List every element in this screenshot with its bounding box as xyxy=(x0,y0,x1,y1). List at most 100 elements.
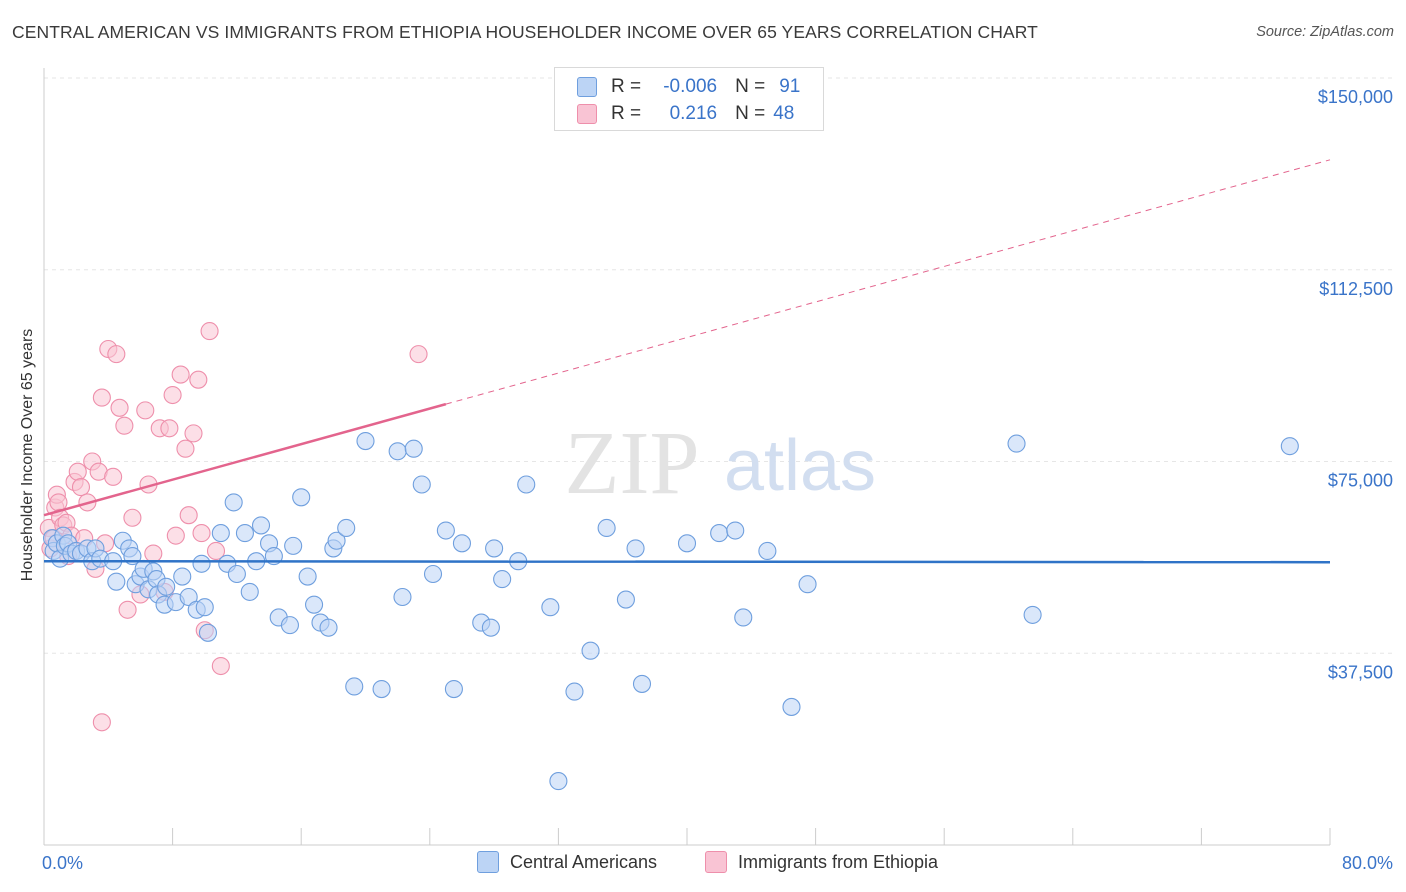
data-point-central-american xyxy=(404,439,423,458)
data-point-central-american xyxy=(388,442,407,461)
legend-n-value: 91 xyxy=(779,76,801,97)
y-tick-label: $112,500 xyxy=(1319,279,1393,299)
grid-lines xyxy=(44,77,1395,654)
data-point-ethiopia xyxy=(71,478,91,497)
data-point-central-american xyxy=(198,623,218,642)
axes xyxy=(43,68,1331,846)
legend-row-central-american: R = -0.006 N = 91 xyxy=(577,74,800,100)
x-tick-label-min: 0.0% xyxy=(42,853,83,873)
watermark-zip: ZIP xyxy=(565,414,700,513)
watermark: ZIP atlas xyxy=(565,414,877,513)
data-point-ethiopia xyxy=(68,462,87,481)
data-point-central-american xyxy=(107,572,126,591)
bottom-legend-swatch-blue xyxy=(477,851,499,873)
data-point-central-american xyxy=(597,518,616,538)
trend-lines xyxy=(43,159,1331,564)
data-point-central-american xyxy=(173,567,192,586)
data-point-central-american xyxy=(677,534,697,553)
source-credit: Source: ZipAtlas.com xyxy=(1256,24,1394,40)
data-point-central-american xyxy=(616,590,635,609)
data-point-central-american xyxy=(481,618,500,637)
data-point-ethiopia xyxy=(136,401,155,420)
data-point-central-american xyxy=(452,534,472,553)
legend-r-label: R = xyxy=(611,76,642,97)
data-point-central-american xyxy=(292,488,311,507)
y-tick-label: $150,000 xyxy=(1318,87,1393,107)
data-point-central-american xyxy=(1007,434,1026,453)
data-point-ethiopia xyxy=(115,416,134,435)
data-point-central-american xyxy=(345,677,364,696)
data-point-central-american xyxy=(211,524,230,543)
data-point-ethiopia xyxy=(104,467,123,486)
data-point-central-american xyxy=(493,570,512,589)
data-point-central-american xyxy=(227,564,246,584)
data-point-central-american xyxy=(284,536,303,555)
data-point-ethiopia xyxy=(189,370,208,389)
data-point-central-american xyxy=(251,516,271,535)
data-point-central-american xyxy=(517,475,536,494)
y-tick-label: $37,500 xyxy=(1328,662,1393,682)
tick-labels: $37,500 $75,000 $112,500 $150,000 0.0% 80.0% xyxy=(42,87,1393,873)
data-point-central-american xyxy=(319,618,338,637)
data-point-ethiopia xyxy=(409,345,428,364)
data-point-ethiopia xyxy=(118,600,137,619)
x-tick-label-max: 80.0% xyxy=(1342,853,1393,873)
data-point-ethiopia xyxy=(110,398,129,417)
bottom-legend-label: Immigrants from Ethiopia xyxy=(738,851,939,872)
data-point-central-american xyxy=(327,531,346,550)
data-point-central-american xyxy=(305,595,324,614)
data-point-ethiopia xyxy=(92,388,111,407)
watermark-atlas: atlas xyxy=(724,426,876,506)
data-point-central-american xyxy=(565,682,584,701)
data-point-central-american xyxy=(423,564,443,584)
data-point-central-american xyxy=(356,431,375,451)
data-point-central-american xyxy=(734,608,753,627)
legend-swatch-blue xyxy=(577,77,597,97)
data-point-ethiopia xyxy=(176,439,195,458)
data-point-central-american xyxy=(195,598,214,617)
data-point-ethiopia xyxy=(171,365,190,384)
trend-line-ethiopia xyxy=(43,402,447,517)
bottom-legend: Central Americans Immigrants from Ethiop… xyxy=(0,851,1406,877)
data-point-ethiopia xyxy=(163,385,182,405)
data-point-ethiopia xyxy=(192,524,211,543)
data-point-ethiopia xyxy=(179,506,198,525)
data-point-central-american xyxy=(541,598,560,617)
data-point-ethiopia xyxy=(123,508,142,527)
data-point-central-american xyxy=(436,521,455,540)
data-point-central-american xyxy=(726,521,745,540)
legend-row-ethiopia: R = 0.216 N = 48 xyxy=(577,101,794,127)
data-point-ethiopia xyxy=(184,424,203,443)
data-point-central-american xyxy=(485,539,504,558)
data-point-central-american xyxy=(632,674,652,693)
bottom-legend-label: Central Americans xyxy=(510,851,658,872)
series-ethiopia-points xyxy=(39,322,428,732)
data-point-central-american xyxy=(280,616,299,635)
bottom-legend-ethiopia: Immigrants from Ethiopia xyxy=(705,851,938,873)
legend-r-label: R = xyxy=(611,103,642,124)
data-point-ethiopia xyxy=(160,419,179,438)
legend-n-label: N = xyxy=(735,76,766,97)
data-point-ethiopia xyxy=(144,544,163,563)
data-point-ethiopia xyxy=(92,713,111,732)
data-point-central-american xyxy=(798,575,817,594)
chart-title: CENTRAL AMERICAN VS IMMIGRANTS FROM ETHI… xyxy=(12,22,1038,42)
data-point-central-american xyxy=(179,587,198,607)
data-point-central-american xyxy=(710,524,729,543)
data-point-central-american xyxy=(444,679,463,699)
data-point-ethiopia xyxy=(166,526,185,545)
data-point-central-american xyxy=(1023,605,1042,624)
data-point-central-american xyxy=(581,641,600,660)
data-point-ethiopia xyxy=(206,541,226,561)
data-point-central-american xyxy=(549,772,568,791)
legend-r-value: -0.006 xyxy=(663,76,718,97)
data-point-central-american xyxy=(240,582,259,601)
data-point-central-american xyxy=(412,475,431,494)
legend-r-value: 0.216 xyxy=(669,103,718,124)
trend-line-central-american xyxy=(43,559,1331,564)
data-point-ethiopia xyxy=(200,322,219,341)
data-point-central-american xyxy=(235,524,254,543)
data-point-central-american xyxy=(372,679,391,699)
data-point-central-american xyxy=(192,554,211,573)
